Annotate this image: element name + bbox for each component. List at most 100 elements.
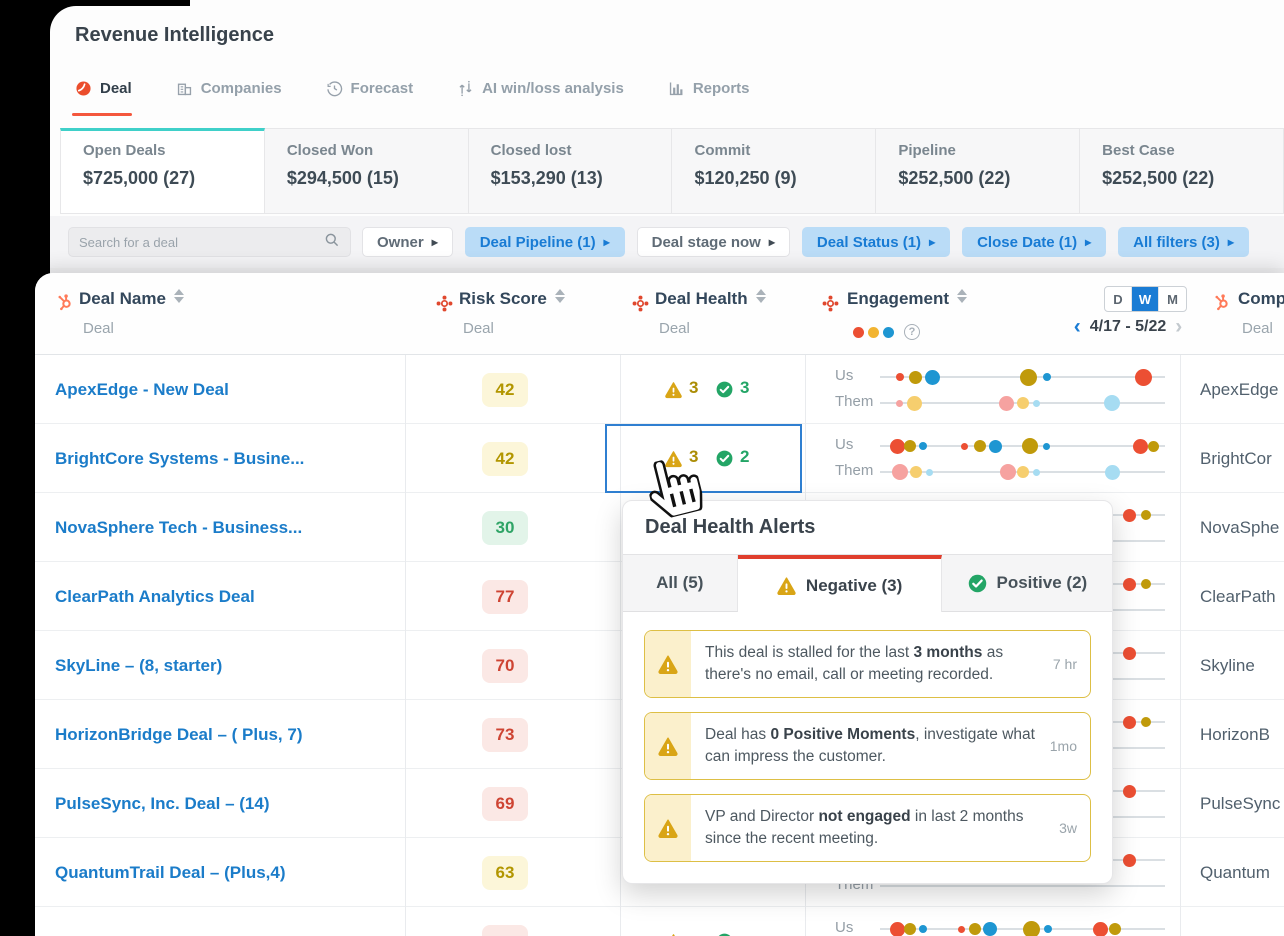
deal-name-link[interactable]: ClearPath Analytics Deal <box>55 587 255 606</box>
engagement-dot-blue <box>982 922 997 936</box>
positive-count: 2 <box>740 447 750 466</box>
col-sublabel: Deal <box>1242 320 1273 337</box>
warning-icon <box>645 795 691 861</box>
warning-icon <box>664 449 683 468</box>
tab-deal[interactable]: Deal <box>75 80 132 97</box>
legend-dot-yellow <box>868 326 879 338</box>
company-name: ApexEdge <box>1200 380 1279 399</box>
deal-name-link[interactable]: HorizonBridge Deal – ( Plus, 7) <box>55 725 303 744</box>
tab-forecast[interactable]: Forecast <box>326 80 414 97</box>
tab-label: Negative (3) <box>805 575 903 595</box>
prev-period-chevron-icon[interactable]: ‹ <box>1073 315 1081 338</box>
sort-deal-name[interactable] <box>173 289 184 303</box>
tab-ai-winloss[interactable]: AI win/loss analysis <box>457 80 624 97</box>
next-period-chevron-icon[interactable]: › <box>1175 315 1183 338</box>
filter-owner[interactable]: Owner <box>362 227 453 257</box>
tab-label: Forecast <box>350 80 414 97</box>
deal-name-link[interactable]: PulseSync, Inc. Deal – (14) <box>55 794 270 813</box>
risk-score-badge: 73 <box>482 718 528 752</box>
filter-deal-pipeline[interactable]: Deal Pipeline (1) <box>464 227 625 257</box>
sort-engagement[interactable] <box>957 289 968 303</box>
engagement-dot-lgold <box>1016 397 1029 409</box>
filter-deal-status[interactable]: Deal Status (1) <box>801 227 951 257</box>
card-label: Best Case <box>1102 142 1175 159</box>
period-month[interactable]: M <box>1167 291 1178 307</box>
period-week[interactable]: W <box>1132 287 1159 311</box>
deal-name-link[interactable]: BrightCore Systems - Busine... <box>55 449 305 468</box>
engagement-dot-pink <box>891 464 908 480</box>
filter-all-filters[interactable]: All filters (3) <box>1118 227 1249 257</box>
engagement-dot-blue <box>925 369 941 385</box>
sort-deal-health[interactable] <box>755 289 766 303</box>
engagement-dot-blue <box>1043 442 1051 450</box>
filter-deal-stage[interactable]: Deal stage now <box>636 227 790 257</box>
check-circle-icon <box>715 380 734 399</box>
col-sublabel: Deal <box>83 320 114 337</box>
tab-label: Deal <box>100 80 132 97</box>
company-name: PulseSync <box>1200 794 1281 813</box>
engagement-dot-blue <box>988 439 1002 453</box>
deal-name-link[interactable]: QuantumTrail Deal – (Plus,4) <box>55 863 286 882</box>
card-value: $294,500 (15) <box>286 168 399 188</box>
card-commit[interactable]: Commit $120,250 (9) <box>672 128 877 214</box>
popup-tab-positive[interactable]: Positive (2) <box>941 555 1112 612</box>
tab-label: All (5) <box>656 573 704 592</box>
warning-icon <box>645 713 691 779</box>
card-pipeline[interactable]: Pipeline $252,500 (22) <box>876 128 1081 214</box>
clock-icon <box>326 80 343 97</box>
table-row: ApexEdge - New Deal 42 3 3 Us Them ApexEdge <box>35 355 1284 424</box>
engagement-dot-red <box>889 921 905 936</box>
tab-reports[interactable]: Reports <box>668 80 750 97</box>
engagement-dot-red <box>960 442 968 450</box>
card-open-deals[interactable]: Open Deals $725,000 (27) <box>60 128 265 214</box>
engagement-dot-lblue <box>1104 395 1121 411</box>
col-deal-name: Deal Name <box>79 289 184 309</box>
risk-score-badge: 70 <box>482 649 528 683</box>
freddy-ai-icon <box>435 294 454 313</box>
deal-name-link[interactable]: ApexEdge - New Deal <box>55 380 229 399</box>
filter-close-date[interactable]: Close Date (1) <box>962 227 1107 257</box>
deal-health-cell[interactable] <box>620 907 805 936</box>
popup-tab-negative[interactable]: Negative (3) <box>737 555 942 612</box>
main-nav: Deal Companies Forecast AI win/loss anal… <box>75 80 750 97</box>
risk-score-badge: 77 <box>482 580 528 614</box>
column-divider <box>1180 273 1181 936</box>
deal-name-link[interactable]: NovaSphere Tech - Business... <box>55 518 303 537</box>
deal-name-link[interactable]: SkyLine – (8, starter) <box>55 656 223 675</box>
engagement-dot-lblue <box>1033 399 1041 407</box>
card-closed-lost[interactable]: Closed lost $153,290 (13) <box>468 128 673 214</box>
warning-icon <box>664 932 683 936</box>
engagement-dot-lblue <box>926 468 934 476</box>
tab-companies[interactable]: Companies <box>176 80 282 97</box>
card-closed-won[interactable]: Closed Won $294,500 (15) <box>264 128 469 214</box>
card-best-case[interactable]: Best Case $252,500 (22) <box>1080 128 1284 214</box>
check-circle-icon <box>715 932 734 936</box>
period-toggle: D W M <box>1104 286 1187 312</box>
engagement-dot-blue <box>918 442 927 450</box>
summary-cards: Open Deals $725,000 (27) Closed Won $294… <box>60 128 1284 214</box>
date-range-label: 4/17 - 5/22 <box>1089 318 1167 335</box>
risk-score-badge: 30 <box>482 511 528 545</box>
alert-timestamp: 7 hr <box>1052 656 1077 672</box>
engagement-dot-red <box>1122 715 1136 729</box>
engagement-dot-lgold <box>906 395 922 411</box>
company-name: BrightCor <box>1200 449 1272 468</box>
col-sublabel: Deal <box>659 320 690 337</box>
engagement-dot-pink <box>896 399 904 407</box>
popup-tab-all[interactable]: All (5) <box>623 555 738 612</box>
help-icon[interactable]: ? <box>904 324 920 340</box>
search-input[interactable] <box>79 234 324 250</box>
search-icon[interactable] <box>324 232 340 253</box>
sort-risk-score[interactable] <box>554 289 565 303</box>
period-day[interactable]: D <box>1105 287 1132 311</box>
engagement-dot-red <box>1122 853 1136 867</box>
engagement-dot-blue <box>918 925 927 933</box>
engagement-dot-red <box>1093 921 1109 936</box>
engagement-dot-red <box>1122 577 1136 591</box>
freddy-ai-icon <box>821 294 840 313</box>
engagement-us-track <box>880 928 1165 930</box>
engagement-dot-lblue <box>1104 464 1120 480</box>
engagement-dot-red <box>895 373 904 381</box>
